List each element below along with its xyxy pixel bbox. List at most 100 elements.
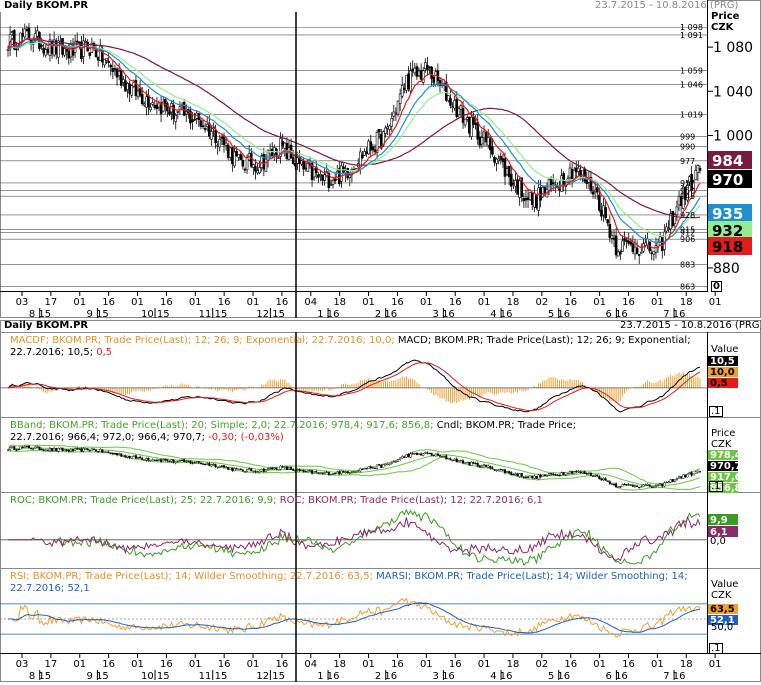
candle-body <box>550 473 553 475</box>
candle-body <box>562 472 565 475</box>
candle-body <box>327 173 331 189</box>
candle-body <box>644 484 647 486</box>
x-day-label: 01 <box>131 297 144 308</box>
candle-body <box>537 187 540 211</box>
candle-body <box>457 460 460 462</box>
candle-body <box>545 475 548 477</box>
candle-body <box>155 459 158 461</box>
candle-body <box>57 448 60 452</box>
x-day-label: 18 <box>507 297 520 308</box>
indicator-panels-svg[interactable]: 10,510,00,5978,4970,7917,6856,89,96,163,… <box>0 320 761 682</box>
candle-body <box>671 479 674 483</box>
candle-body <box>329 474 332 476</box>
candle-legend-values: 22.7.2016; 966,4; 972,0; 966,4; 970,7; <box>10 432 205 443</box>
candle-body <box>143 103 146 106</box>
candle-body <box>520 472 523 477</box>
candle-body <box>151 102 154 105</box>
candle-body <box>208 463 211 466</box>
candle-body <box>539 187 542 201</box>
candle-body <box>222 465 225 468</box>
candle-body <box>419 70 423 80</box>
candle-body <box>398 93 402 104</box>
candle-body <box>36 446 39 448</box>
x-day-label: 16 <box>449 659 462 670</box>
candle-body <box>434 453 437 457</box>
candle-body <box>95 449 98 452</box>
candle-body <box>15 48 18 51</box>
candle-body <box>139 456 142 459</box>
bband-axis-title-ccy: CZK <box>711 439 732 450</box>
candle-body <box>684 474 687 478</box>
candle-body <box>675 478 678 481</box>
candle-body <box>539 474 542 478</box>
candle-body <box>420 453 423 456</box>
candle-body <box>97 451 100 453</box>
candle-body <box>444 81 448 101</box>
candle-body <box>283 466 286 468</box>
candle-body <box>629 484 632 486</box>
candle-body <box>172 104 175 120</box>
macd-signal-line <box>7 362 701 411</box>
candle-body <box>86 448 89 451</box>
candle-body <box>573 471 576 474</box>
candle-body <box>686 474 689 478</box>
candle-body <box>115 68 119 78</box>
candle-body <box>77 41 81 44</box>
candle-body <box>321 472 324 474</box>
candle-body <box>302 160 305 170</box>
candle-body <box>514 180 517 187</box>
candle-body <box>99 449 102 453</box>
candle-body <box>524 197 528 201</box>
x-day-label: 17 <box>45 297 58 308</box>
candle-body <box>422 453 425 457</box>
indicator-badge-label: 856,8 <box>710 483 742 494</box>
candle-body <box>252 164 255 168</box>
candle-body <box>619 251 622 255</box>
candle-body <box>317 174 320 178</box>
candle-body <box>531 475 534 479</box>
candle-body <box>375 131 379 153</box>
candle-body <box>363 151 366 156</box>
x-day-label: 01 <box>709 659 722 670</box>
candle-body <box>292 469 295 471</box>
candle-body <box>671 211 675 227</box>
candle-body <box>415 452 418 455</box>
candle-body <box>319 472 322 474</box>
candle-body <box>397 459 400 462</box>
candle-body <box>231 467 234 471</box>
level-label: 1 098 <box>680 23 703 32</box>
candle-body <box>438 79 442 86</box>
candle-body <box>285 466 288 470</box>
candle-body <box>248 468 251 471</box>
candle-body <box>329 184 333 186</box>
candle-body <box>323 472 326 474</box>
candle-body <box>371 146 375 151</box>
candle-body <box>449 458 452 461</box>
candle-body <box>241 469 244 472</box>
x-day-label: 16 <box>564 659 577 670</box>
candle-body <box>105 58 108 61</box>
candle-body <box>613 483 616 486</box>
candle-body <box>484 132 488 143</box>
candle-body <box>332 473 335 475</box>
level-label: 883 <box>680 261 695 270</box>
candle-body <box>256 170 259 174</box>
candle-body <box>118 453 121 455</box>
candle-body <box>17 449 20 451</box>
candle-body <box>229 467 232 470</box>
indicator-badge <box>708 378 738 388</box>
candle-body <box>625 240 628 242</box>
rsi-corner-label: .1 <box>709 643 723 654</box>
candle-body <box>505 168 509 175</box>
candle-body <box>82 448 85 452</box>
indicator-badge <box>708 367 738 377</box>
candle-body <box>237 154 240 158</box>
x-day-label: 01 <box>73 297 86 308</box>
candle-body <box>214 129 217 144</box>
candle-body <box>218 139 222 148</box>
candle-body <box>417 70 421 77</box>
candle-body <box>428 452 431 454</box>
candle-body <box>44 49 48 56</box>
candle-body <box>193 118 196 121</box>
